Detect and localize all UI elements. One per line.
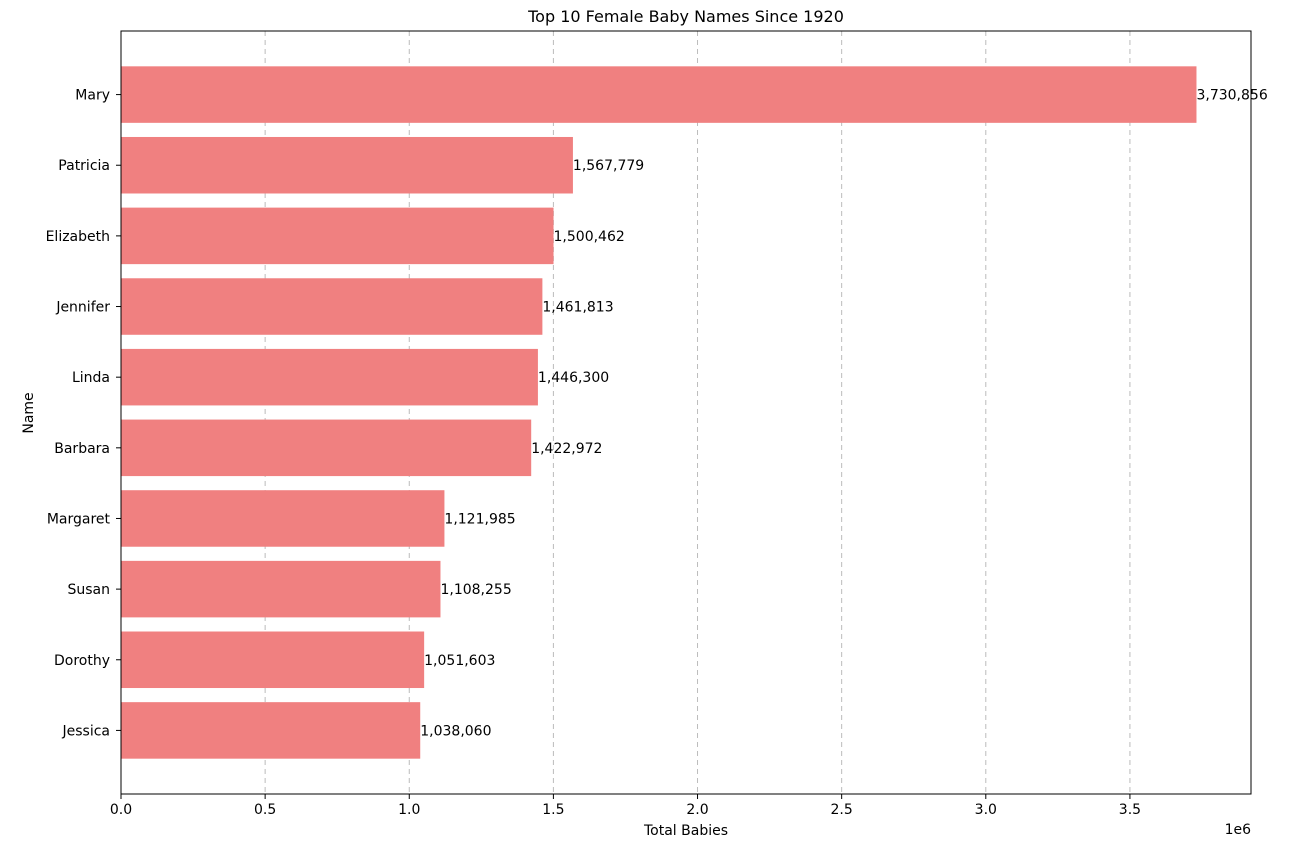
bar-value-label: 3,730,856 (1196, 88, 1267, 104)
y-tick-label: Susan (67, 582, 110, 598)
x-tick-label: 3.0 (975, 802, 997, 818)
x-tick-label: 3.5 (1119, 802, 1141, 818)
bar-susan (121, 560, 441, 618)
bar-margaret (121, 490, 445, 547)
bar-value-label: 1,567,779 (573, 158, 644, 174)
bar-value-label: 1,108,255 (440, 582, 511, 598)
x-axis-label: Total Babies (643, 823, 728, 839)
x-tick-label: 0.5 (254, 802, 276, 818)
bar-value-label: 1,422,972 (531, 441, 602, 457)
bar-value-label: 1,500,462 (554, 229, 625, 245)
y-tick-label: Margaret (47, 511, 111, 527)
plot-area-frame (120, 30, 1252, 795)
y-tick-label: Dorothy (54, 653, 110, 669)
x-axis-ticks: 0.0 0.5 1.0 1.5 2.0 2.5 3.0 3.5 (110, 794, 1141, 818)
bar-jessica (121, 702, 421, 759)
bar-value-label: 1,121,985 (444, 511, 515, 527)
x-tick-label: 2.5 (831, 802, 853, 818)
x-tick-label: 2.0 (686, 802, 708, 818)
bar-value-label: 1,051,603 (424, 653, 495, 669)
x-tick-label: 0.0 (110, 802, 132, 818)
x-tick-label: 1.5 (542, 802, 564, 818)
y-tick-label: Patricia (58, 158, 110, 174)
y-tick-label: Linda (72, 370, 110, 386)
bar-mary (121, 66, 1197, 123)
y-tick-label: Jessica (62, 723, 111, 739)
chart-title: Top 10 Female Baby Names Since 1920 (527, 7, 844, 26)
bar-jennifer (121, 278, 543, 335)
bar-linda (121, 348, 538, 406)
y-tick-label: Barbara (54, 441, 110, 457)
y-tick-label: Jennifer (55, 300, 110, 316)
bar-barbara (121, 419, 532, 477)
bars (121, 66, 1197, 759)
bar-value-label: 1,446,300 (538, 370, 609, 386)
bar-value-label: 1,038,060 (420, 723, 491, 739)
x-tick-label: 1.0 (398, 802, 420, 818)
bar-elizabeth (121, 207, 554, 265)
bar-value-labels: 3,730,856 1,567,779 1,500,462 1,461,813 1,44… (420, 88, 1268, 740)
bar-value-label: 1,461,813 (542, 300, 613, 316)
x-axis-offset-label: 1e6 (1225, 822, 1252, 838)
y-tick-label: Mary (75, 88, 110, 104)
bar-dorothy (121, 631, 425, 689)
y-axis-ticks: Mary Patricia Elizabeth Jennifer Linda Barbar… (46, 88, 121, 739)
y-axis-label: Name (21, 392, 37, 433)
bar-patricia (121, 136, 573, 194)
y-tick-label: Elizabeth (46, 229, 110, 245)
